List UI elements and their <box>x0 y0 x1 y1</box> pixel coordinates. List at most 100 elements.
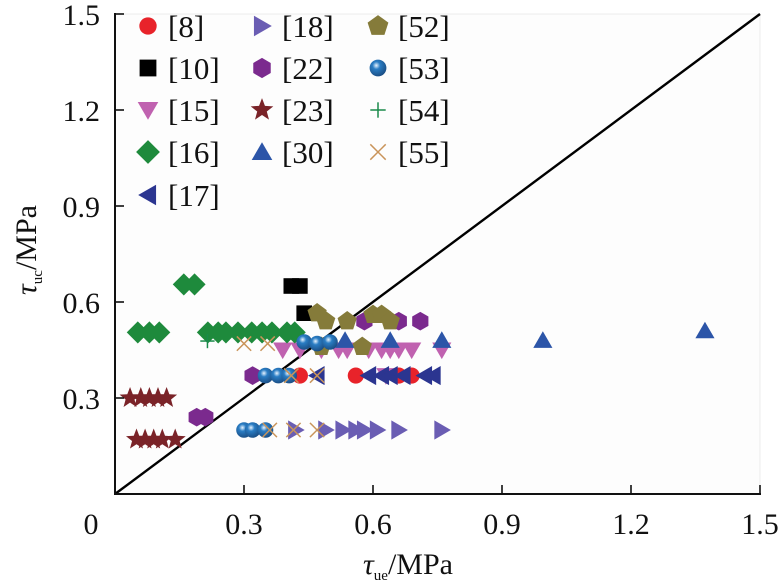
x-stroke-2 <box>369 143 387 161</box>
data-point-17 <box>381 366 398 386</box>
legend-item-18: [18] <box>253 9 334 44</box>
legend-label: [53] <box>398 51 450 86</box>
data-point-23 <box>156 386 178 407</box>
data-point-53 <box>309 335 325 352</box>
data-point-52 <box>316 311 336 330</box>
legend-item-55: [55] <box>369 135 450 170</box>
series-53 <box>236 334 338 438</box>
legend-label: [23] <box>282 93 334 128</box>
x-stroke-2 <box>259 335 276 352</box>
axes-layer <box>114 13 761 495</box>
data-point-15 <box>273 342 293 360</box>
y-tick-label: 0.3 <box>63 383 101 416</box>
legend-marker-52 <box>367 15 389 35</box>
data-point-30 <box>533 331 553 348</box>
series-54 <box>200 333 215 349</box>
data-point-55 <box>259 335 276 352</box>
y-tick-label: 0.6 <box>63 287 101 320</box>
x-tick-label: 1.2 <box>612 508 650 541</box>
legend-item-16: [16] <box>136 135 220 170</box>
series-55 <box>236 335 325 438</box>
data-point-18 <box>391 420 408 440</box>
data-point-53 <box>281 367 297 384</box>
data-point-30 <box>380 331 400 348</box>
legend-marker-15 <box>137 101 159 120</box>
legend-marker-17 <box>138 184 157 206</box>
legend-marker-23 <box>250 98 274 120</box>
data-point-53 <box>296 334 313 350</box>
legend-marker-10 <box>139 59 157 77</box>
x-axis-title-unit: /MPa <box>388 548 453 581</box>
data-point-17 <box>359 366 377 386</box>
data-point-52 <box>337 311 357 330</box>
data-point-16 <box>226 321 250 344</box>
y-tick-label: 0.9 <box>63 191 101 224</box>
legend: [8] [10] [15] [16] [17] [18] [22] [23] [30] [52] [… <box>136 9 450 213</box>
data-point-55 <box>283 367 299 384</box>
legend-label: [55] <box>398 135 450 170</box>
y-axis-title: τuc/MPa <box>10 205 46 295</box>
data-point-23 <box>147 386 169 407</box>
data-point-17 <box>394 366 411 386</box>
data-point-16 <box>214 321 237 344</box>
data-point-53 <box>244 422 261 438</box>
data-point-55 <box>309 422 325 438</box>
x-stroke-2 <box>309 422 325 438</box>
data-point-55 <box>309 367 325 384</box>
y-axis-title-unit: /MPa <box>10 205 43 270</box>
legend-item-10: [10] <box>139 51 220 86</box>
y-tick-label: 1.2 <box>63 95 101 128</box>
x-tick-label: 0 <box>84 508 99 541</box>
legend-marker-16 <box>136 140 160 164</box>
reference-line-y-equals-x <box>114 13 761 495</box>
legend-label: [8] <box>168 9 204 44</box>
data-point-53 <box>322 334 338 350</box>
x-stroke-2 <box>285 422 302 438</box>
data-point-10 <box>296 305 312 321</box>
data-point-8 <box>347 367 364 384</box>
legend-label: [16] <box>168 135 220 170</box>
data-point-16 <box>148 321 171 344</box>
data-point-18 <box>335 420 352 440</box>
data-point-52 <box>352 336 372 355</box>
data-point-23 <box>151 428 173 449</box>
data-point-23 <box>130 386 152 407</box>
y-ticks: 0.3 0.6 0.9 1.2 1.5 <box>63 0 124 416</box>
data-point-18 <box>288 420 305 440</box>
x-stroke-2 <box>262 422 278 438</box>
data-point-53 <box>270 367 287 384</box>
legend-label: [54] <box>398 93 450 128</box>
legend-label: [52] <box>398 9 450 44</box>
x-ticks: 0 0.3 0.6 0.9 1.2 1.5 <box>84 485 779 541</box>
series-30 <box>335 321 715 348</box>
x-axis-title-subscript: ue <box>374 568 389 584</box>
data-point-23 <box>143 428 165 449</box>
legend-marker-55 <box>369 143 387 161</box>
data-points-layer <box>119 273 715 449</box>
data-point-16 <box>126 321 149 344</box>
data-point-17 <box>424 366 441 386</box>
legend-item-22: [22] <box>253 51 334 86</box>
data-point-22 <box>197 407 214 427</box>
data-point-15 <box>402 342 422 360</box>
x-stroke-2 <box>309 367 325 384</box>
data-point-17 <box>415 366 433 386</box>
legend-item-53: [53] <box>369 51 450 86</box>
legend-item-15: [15] <box>137 93 220 128</box>
legend-label: [22] <box>282 51 334 86</box>
legend-marker-53 <box>369 59 387 77</box>
legend-label: [18] <box>282 9 334 44</box>
legend-item-52: [52] <box>367 9 450 44</box>
data-point-30 <box>695 321 715 339</box>
data-point-54 <box>200 333 215 349</box>
y-axis-title-symbol: τ <box>10 283 43 295</box>
series-16 <box>126 273 306 344</box>
data-point-55 <box>262 422 278 438</box>
legend-label: [17] <box>168 178 220 213</box>
x-tick-label: 0.3 <box>225 508 263 541</box>
data-point-22 <box>244 366 261 385</box>
legend-marker-54 <box>370 102 386 118</box>
x-axis-title-symbol: τ <box>363 548 375 581</box>
x-stroke-2 <box>236 335 252 352</box>
legend-label: [15] <box>168 93 220 128</box>
